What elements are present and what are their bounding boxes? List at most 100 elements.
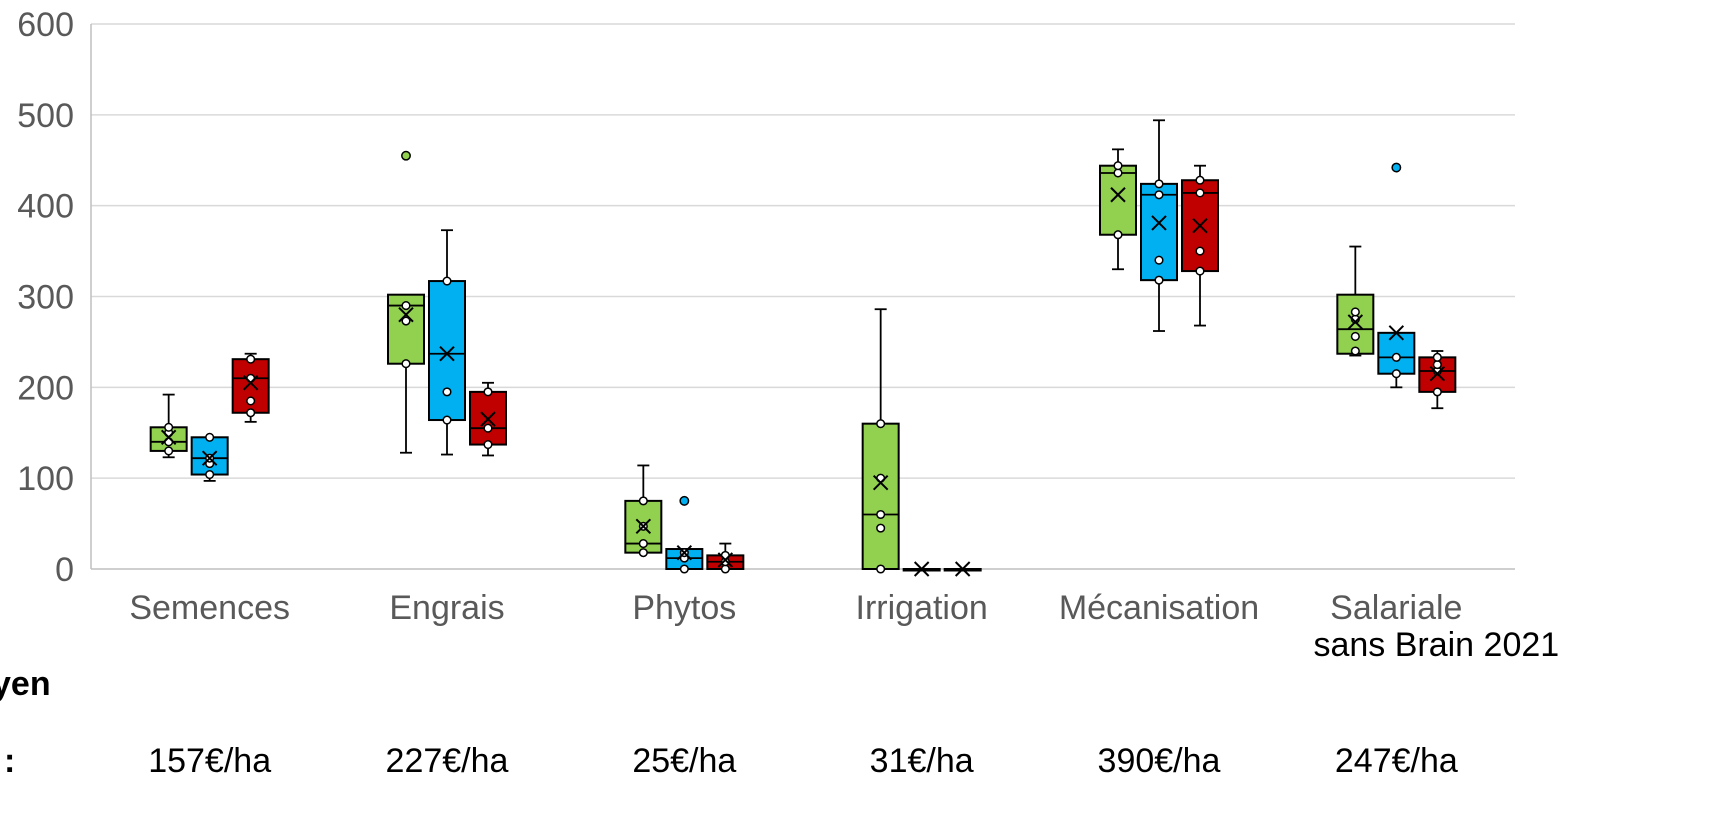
data-point: [483, 423, 493, 433]
y-tick-label-100: 100: [17, 460, 74, 498]
data-point: [1391, 352, 1401, 362]
y-tick-label-500: 500: [17, 97, 74, 135]
mean-marker: [242, 375, 259, 391]
data-point: [876, 509, 886, 520]
box-s2-c4: [1181, 164, 1219, 327]
x-axis-categories: Semences Engrais Phytos Irrigation Mécanisat…: [129, 589, 1559, 664]
data-point: [442, 276, 452, 286]
outlier-point: [401, 150, 411, 161]
category-label-4: Mécanisation: [1059, 589, 1259, 627]
data-point: [483, 387, 493, 397]
y-tick-label-200: 200: [17, 369, 74, 407]
data-point: [679, 564, 689, 574]
data-point: [638, 496, 648, 506]
data-point: [483, 440, 493, 450]
box-s2-c5: [1418, 350, 1457, 410]
box-rect: [1336, 293, 1375, 355]
data-point: [638, 548, 648, 558]
mean-marker: [676, 544, 693, 561]
data-point: [1154, 179, 1164, 189]
mean-marker: [1347, 314, 1364, 330]
y-tick-label-300: 300: [17, 279, 74, 317]
box-s2-c0: [231, 352, 270, 423]
box-s2-c2: [706, 542, 745, 574]
data-point: [1432, 360, 1442, 370]
category-label-0: Semences: [129, 589, 290, 627]
box-s0-c1: [387, 150, 425, 454]
data-point: [1350, 307, 1360, 317]
mean-marker: [913, 561, 930, 577]
footer-value-1: 227€/ha: [386, 742, 509, 780]
boxes: [149, 119, 1457, 577]
data-point: [442, 387, 452, 397]
y-tick-label-0: 0: [55, 551, 74, 589]
mean-marker: [954, 561, 971, 577]
footer-value-3: 31€/ha: [870, 742, 974, 780]
data-point: [1432, 352, 1442, 362]
footer-label-line1: yen: [0, 665, 51, 703]
mean-marker: [398, 306, 414, 323]
mean-marker: [201, 450, 218, 466]
category-label-2: Phytos: [632, 589, 736, 627]
data-point: [401, 316, 411, 326]
category-label-1: Engrais: [389, 589, 504, 627]
data-point: [720, 564, 730, 574]
data-point: [1195, 175, 1205, 185]
data-point: [164, 422, 174, 432]
data-point: [876, 564, 886, 574]
data-point: [1113, 230, 1123, 240]
footer-value-2: 25€/ha: [632, 742, 736, 780]
mean-marker: [480, 411, 496, 427]
mean-marker: [1192, 217, 1208, 234]
mean-marker: [1151, 215, 1167, 231]
data-point: [246, 408, 256, 418]
footer-notes: yen : 157€/ha 227€/ha 25€/ha 31€/ha 390€/ha 2…: [0, 665, 1458, 780]
footer-value-0: 157€/ha: [148, 742, 271, 780]
data-point: [1195, 266, 1205, 276]
box-rect: [861, 422, 900, 570]
data-point: [1113, 168, 1123, 178]
mean-marker: [872, 475, 889, 491]
data-point: [205, 432, 215, 442]
y-axis-ticks: 0 100 200 300 400 500 600: [17, 6, 74, 589]
footer-value-4: 390€/ha: [1098, 742, 1221, 780]
box-s0-c0: [149, 393, 188, 459]
mean-marker: [160, 429, 177, 445]
box-s1-c3: [902, 561, 941, 577]
data-point: [164, 446, 174, 456]
data-point: [1113, 161, 1123, 171]
box-s2-c1: [469, 381, 507, 457]
data-point: [1154, 255, 1164, 265]
data-point: [1391, 369, 1401, 379]
category-label-3: Irrigation: [856, 589, 988, 627]
mean-marker: [717, 552, 734, 568]
box-s0-c3: [861, 308, 900, 574]
footer-value-5: 247€/ha: [1335, 742, 1458, 780]
y-tick-label-400: 400: [17, 188, 74, 226]
mean-marker: [439, 346, 455, 362]
y-tick-label-600: 600: [17, 6, 74, 44]
outlier-point: [1391, 162, 1402, 173]
mean-marker: [1429, 366, 1446, 382]
gridlines: [90, 23, 1515, 570]
mean-marker: [1388, 325, 1405, 341]
data-point: [1195, 246, 1205, 256]
data-point: [1154, 190, 1164, 200]
data-point: [205, 469, 215, 480]
data-point: [876, 419, 886, 429]
data-point: [1432, 387, 1442, 397]
data-point: [246, 354, 256, 364]
data-point: [876, 523, 886, 533]
box-s0-c4: [1099, 148, 1137, 271]
box-s1-c4: [1140, 119, 1178, 332]
data-point: [1350, 346, 1360, 356]
box-rect: [428, 280, 466, 422]
box-s1-c0: [190, 432, 229, 482]
box-s0-c5: [1336, 245, 1375, 357]
box-s1-c2: [665, 495, 704, 574]
outlier-point: [679, 495, 690, 506]
mean-marker: [1110, 187, 1126, 203]
mean-marker: [635, 518, 652, 535]
footer-label-line2: :: [4, 742, 15, 780]
